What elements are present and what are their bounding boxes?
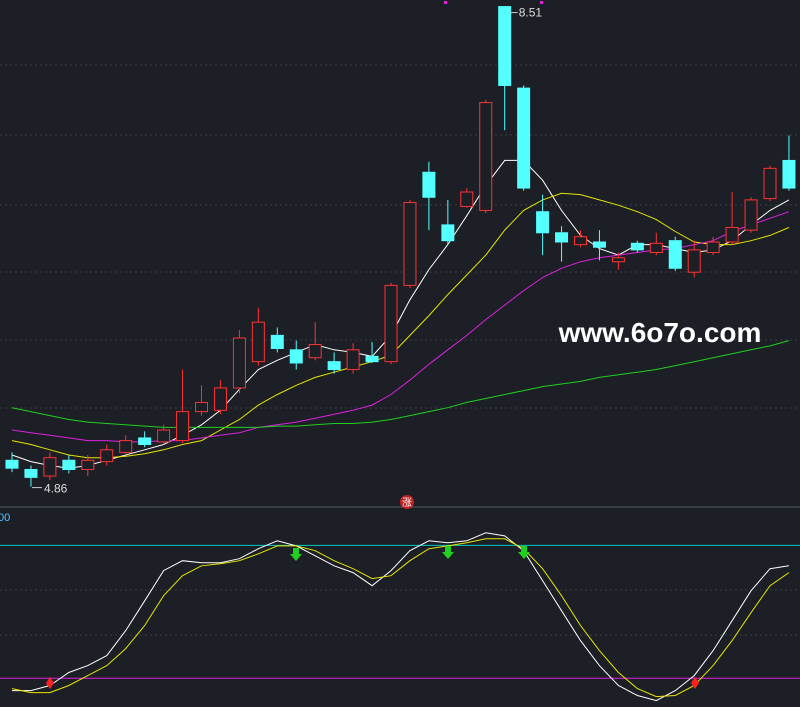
candle-body	[649, 242, 663, 253]
buy-diamond	[691, 677, 699, 689]
buy-diamond	[46, 677, 54, 689]
candle-body	[763, 167, 777, 200]
candle-body	[460, 191, 474, 207]
candle-body	[195, 401, 208, 413]
candle-body	[157, 429, 171, 443]
candle-body	[213, 387, 227, 411]
grid	[0, 64, 800, 636]
candle-body	[62, 459, 76, 470]
candle-body	[517, 87, 531, 189]
line-series	[11, 340, 790, 428]
candle-body	[403, 202, 417, 286]
candle-body	[384, 284, 398, 363]
marker-dot	[540, 1, 543, 4]
sell-arrow	[290, 548, 302, 561]
sell-arrow	[518, 546, 530, 559]
candle-body	[555, 232, 569, 243]
candle-body	[668, 240, 682, 269]
candle-body	[687, 249, 701, 273]
candle-body	[744, 199, 758, 231]
price-panel: 8.51 4.86	[5, 6, 796, 496]
candle-body	[498, 6, 512, 86]
line-series	[11, 538, 790, 698]
candle-body	[270, 334, 284, 350]
candle-body	[176, 411, 190, 442]
badge: 涨	[402, 497, 412, 509]
indicator-panel	[0, 532, 800, 702]
candle-body	[479, 102, 493, 211]
watermark: www.6o7o.com	[558, 317, 762, 348]
candle-body	[5, 459, 19, 469]
indicator-label: 00	[0, 512, 10, 524]
candle-body	[43, 457, 57, 477]
candle-body	[592, 241, 606, 248]
candle-body	[327, 361, 341, 371]
candle-body	[289, 349, 303, 364]
candle-body	[630, 242, 644, 251]
candle-body	[308, 344, 322, 359]
candle-body	[536, 211, 550, 234]
candle-body	[441, 224, 455, 242]
badge-circle	[400, 495, 414, 509]
candle-body	[232, 337, 246, 389]
candle-body	[611, 257, 625, 263]
line-series	[12, 532, 789, 702]
candle-body	[782, 159, 796, 189]
candle-body	[119, 440, 133, 453]
candle-body	[725, 227, 739, 243]
high-label: 8.51	[519, 6, 543, 20]
sell-arrow	[442, 546, 454, 559]
signals	[290, 546, 530, 561]
candle-body	[100, 449, 114, 463]
candle-body	[251, 321, 265, 363]
signals	[46, 677, 699, 689]
line-series	[11, 192, 790, 459]
candle-body	[24, 468, 38, 478]
candle-body	[706, 241, 720, 254]
candle-body	[365, 355, 379, 363]
low-label: 4.86	[44, 482, 68, 496]
candle-body	[574, 236, 587, 246]
candle-body	[138, 437, 152, 446]
marker-dot	[444, 1, 447, 4]
candle-body	[422, 171, 436, 198]
candle-body	[346, 349, 360, 371]
candle-body	[81, 459, 95, 470]
